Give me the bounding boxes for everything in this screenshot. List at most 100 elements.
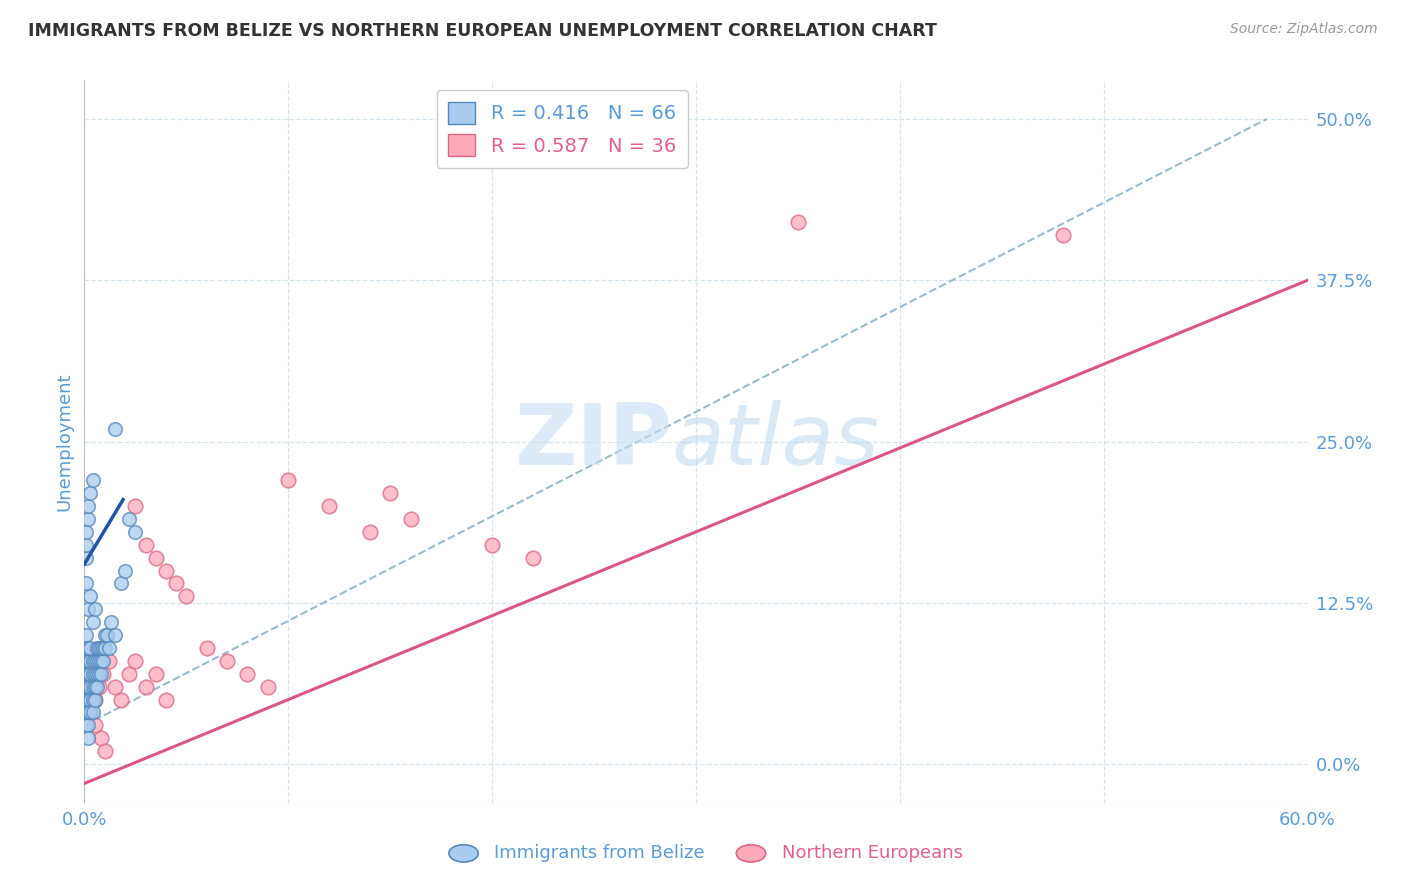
Text: Immigrants from Belize: Immigrants from Belize xyxy=(494,845,704,863)
Point xyxy=(75,680,97,694)
Point xyxy=(75,706,97,720)
Point xyxy=(86,680,108,694)
Point xyxy=(79,692,101,706)
Point xyxy=(145,666,167,681)
Circle shape xyxy=(737,845,766,862)
Point xyxy=(93,640,115,655)
Point xyxy=(104,628,127,642)
Point xyxy=(77,602,100,616)
Point xyxy=(135,538,157,552)
Point xyxy=(75,692,97,706)
Point xyxy=(91,640,114,655)
Point xyxy=(104,422,127,436)
Point xyxy=(79,666,101,681)
Point xyxy=(77,706,100,720)
Point xyxy=(82,654,104,668)
Point xyxy=(155,564,177,578)
Legend: R = 0.416   N = 66, R = 0.587   N = 36: R = 0.416 N = 66, R = 0.587 N = 36 xyxy=(437,90,688,168)
Point xyxy=(77,731,100,746)
Point xyxy=(77,680,100,694)
Point xyxy=(82,666,104,681)
Point xyxy=(90,654,112,668)
Point xyxy=(75,718,97,732)
Text: atlas: atlas xyxy=(672,400,880,483)
Point xyxy=(97,654,120,668)
Text: Source: ZipAtlas.com: Source: ZipAtlas.com xyxy=(1230,22,1378,37)
Point xyxy=(79,680,101,694)
Point xyxy=(83,680,105,694)
Point xyxy=(75,654,97,668)
Point xyxy=(1052,228,1074,243)
Point xyxy=(87,680,110,694)
Point xyxy=(75,640,97,655)
Point xyxy=(257,680,280,694)
Point xyxy=(75,550,97,565)
Point xyxy=(75,628,97,642)
Y-axis label: Unemployment: Unemployment xyxy=(55,372,73,511)
Point xyxy=(522,550,544,565)
Point xyxy=(83,602,105,616)
Point xyxy=(118,666,141,681)
Point xyxy=(90,640,112,655)
Point xyxy=(97,640,120,655)
Point xyxy=(86,666,108,681)
Point xyxy=(82,706,104,720)
Point xyxy=(145,550,167,565)
Point xyxy=(110,576,132,591)
Point xyxy=(100,615,122,630)
Point xyxy=(96,628,118,642)
Point xyxy=(217,654,239,668)
Point xyxy=(83,692,105,706)
Point xyxy=(787,215,810,229)
Point xyxy=(87,666,110,681)
Point xyxy=(124,524,146,539)
Point xyxy=(93,628,115,642)
Point xyxy=(82,473,104,487)
Point xyxy=(79,486,101,500)
Point xyxy=(380,486,402,500)
Point xyxy=(75,666,97,681)
Point xyxy=(90,731,112,746)
Point xyxy=(86,640,108,655)
Point xyxy=(135,680,157,694)
Point xyxy=(86,654,108,668)
Point xyxy=(91,654,114,668)
Point xyxy=(118,512,141,526)
Point xyxy=(75,576,97,591)
Point xyxy=(77,680,100,694)
Circle shape xyxy=(449,845,478,862)
Point xyxy=(82,680,104,694)
Point xyxy=(90,666,112,681)
Point xyxy=(79,706,101,720)
Point xyxy=(359,524,381,539)
Point xyxy=(174,590,197,604)
Point xyxy=(79,706,101,720)
Point xyxy=(83,692,105,706)
Point xyxy=(75,524,97,539)
Point xyxy=(87,640,110,655)
Point xyxy=(399,512,422,526)
Point xyxy=(75,538,97,552)
Point xyxy=(82,615,104,630)
Point xyxy=(83,718,105,732)
Point xyxy=(77,499,100,513)
Point xyxy=(79,666,101,681)
Point xyxy=(124,654,146,668)
Point xyxy=(93,744,115,758)
Point xyxy=(87,654,110,668)
Point xyxy=(236,666,259,681)
Point xyxy=(155,692,177,706)
Point xyxy=(79,590,101,604)
Point xyxy=(77,640,100,655)
Point xyxy=(114,564,136,578)
Point xyxy=(110,692,132,706)
Point xyxy=(77,654,100,668)
Point xyxy=(77,512,100,526)
Point xyxy=(318,499,340,513)
Point xyxy=(77,666,100,681)
Point xyxy=(77,718,100,732)
Point xyxy=(481,538,503,552)
Point xyxy=(104,680,127,694)
Point xyxy=(79,640,101,655)
Text: ZIP: ZIP xyxy=(513,400,672,483)
